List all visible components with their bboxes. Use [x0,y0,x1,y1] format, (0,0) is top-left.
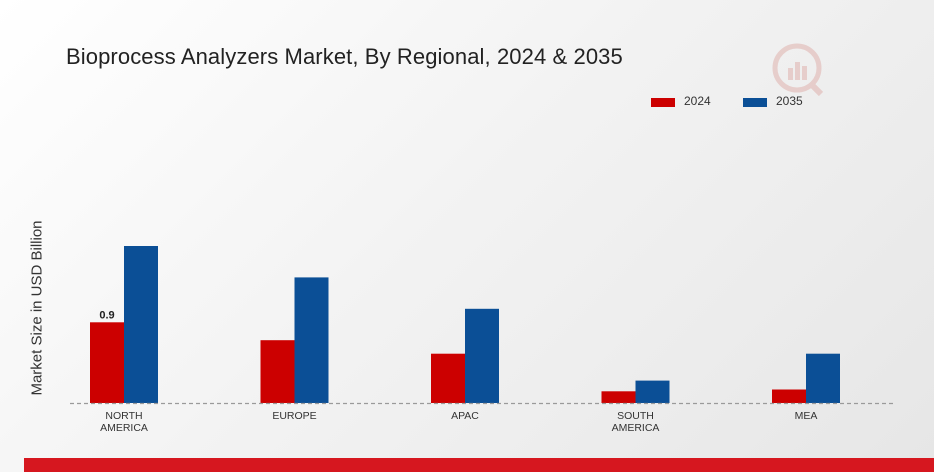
legend-swatch-2035 [743,98,767,107]
bar-2024-apac [431,353,465,403]
analytics-logo-icon [772,43,824,97]
legend-label-2024: 2024 [684,94,711,108]
bottom-accent-bar [24,458,934,472]
data-label-2024-north-america: 0.9 [99,309,114,321]
bar-2035-apac [465,308,499,403]
legend-label-2035: 2035 [776,94,803,108]
x-tick-label-north-america: NORTH AMERICA [100,410,148,434]
bar-2035-south-america [635,380,670,403]
x-tick-label-mea: MEA [795,410,818,422]
x-tick-label-apac: APAC [451,410,479,422]
bar-2024-europe [260,340,295,403]
bar-2024-mea [772,389,806,403]
bar-2035-europe [294,277,329,403]
bar-2035-mea [806,353,840,403]
bar-2024-south-america [601,391,636,403]
legend-swatch-2024 [651,98,675,107]
x-tick-label-europe: EUROPE [272,410,316,422]
x-tick-label-south-america: SOUTH AMERICA [612,410,660,434]
bar-2035-north-america [124,246,158,403]
chart-title: Bioprocess Analyzers Market, By Regional… [66,44,623,69]
bar-2024-north-america [90,322,124,403]
